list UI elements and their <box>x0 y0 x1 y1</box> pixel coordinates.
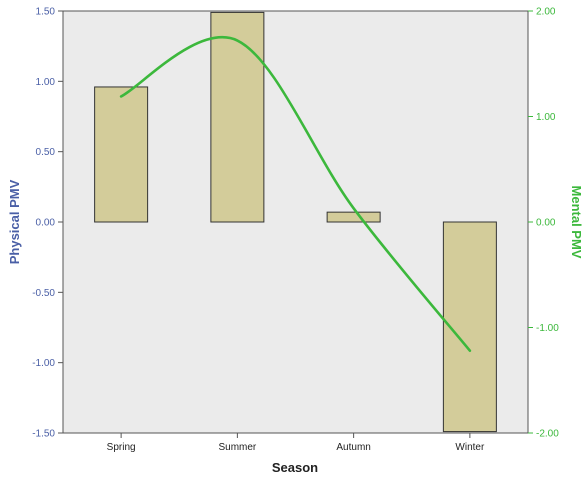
bar-spring <box>94 86 149 223</box>
left-tick-label: 0.50 <box>36 147 56 158</box>
left-tick-label: 0.00 <box>36 218 56 229</box>
x-tick-label-spring: Spring <box>107 442 136 453</box>
right-axis: 2.00 1.00 0.00 -1.00 -2.00 <box>528 7 559 440</box>
left-tick-label: 1.50 <box>36 7 56 18</box>
x-axis-title: Season <box>272 460 318 475</box>
x-tick-label-summer: Summer <box>218 442 256 453</box>
x-tick-label-winter: Winter <box>455 442 485 453</box>
left-tick-label: -0.50 <box>32 288 55 299</box>
mental-pmv-line <box>119 36 472 353</box>
right-tick-label: 1.00 <box>536 112 556 123</box>
bars-group <box>94 11 497 433</box>
right-tick-label: -2.00 <box>536 429 559 440</box>
right-tick-label: 2.00 <box>536 7 556 18</box>
x-axis: Spring Summer Autumn Winter <box>107 433 485 453</box>
x-tick-label-autumn: Autumn <box>336 442 370 453</box>
right-tick-label: 0.00 <box>536 218 556 229</box>
bar-summer <box>210 11 265 223</box>
left-tick-label: -1.00 <box>32 358 55 369</box>
left-tick-label: -1.50 <box>32 429 55 440</box>
right-tick-label: -1.00 <box>536 323 559 334</box>
left-axis: 1.50 1.00 0.50 0.00 -0.50 -1.00 -1.50 <box>32 7 63 440</box>
left-axis-title: Physical PMV <box>7 179 22 264</box>
bar-winter <box>442 221 497 433</box>
right-axis-title: Mental PMV <box>569 186 584 259</box>
left-tick-label: 1.00 <box>36 77 56 88</box>
bar-autumn <box>326 211 381 223</box>
